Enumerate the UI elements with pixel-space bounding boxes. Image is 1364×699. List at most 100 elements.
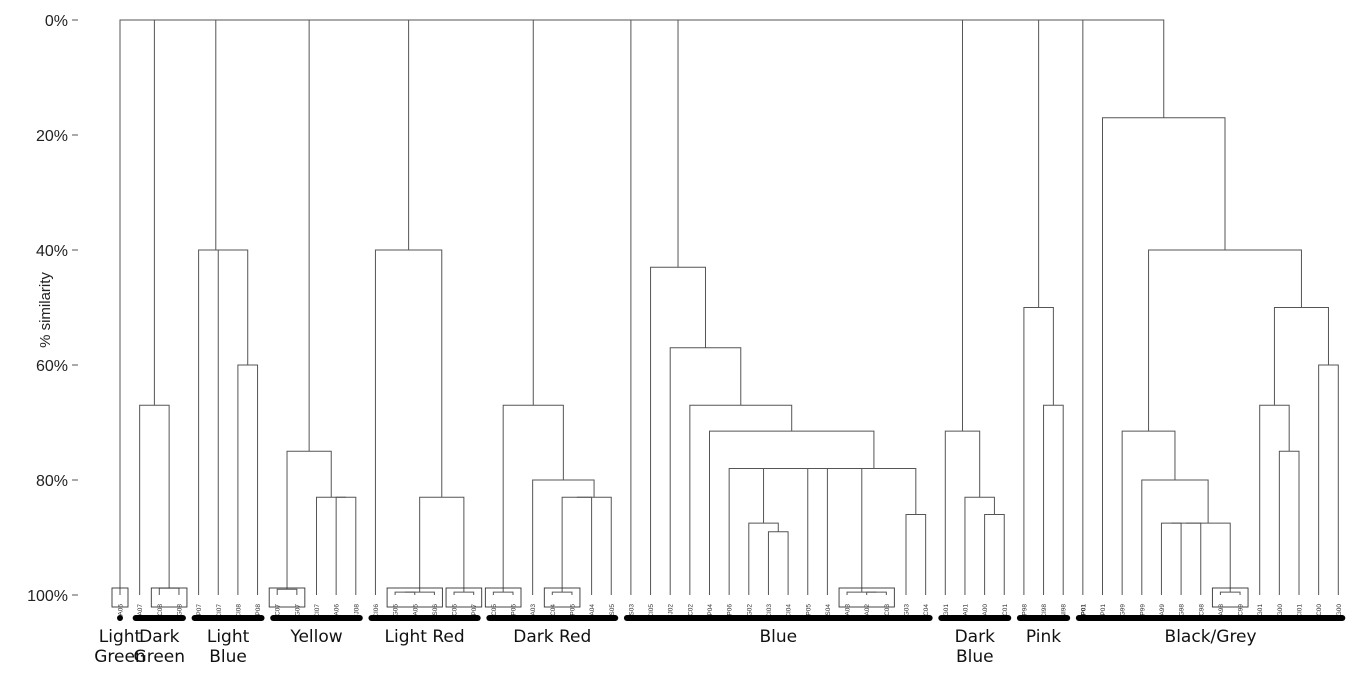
cluster-bar <box>368 615 481 621</box>
cluster-bar <box>486 615 619 621</box>
leaf-label: VA03 <box>845 604 852 620</box>
boxed-leaf-group <box>1211 587 1249 608</box>
leaf-label: NC07 <box>275 604 282 621</box>
leaf-label: TG98 <box>1179 604 1186 621</box>
leaf-label: NI98 <box>1061 604 1068 618</box>
leaf-label: AS04 <box>825 604 832 620</box>
dendrogram-branch <box>404 591 435 595</box>
dendrogram-branch <box>905 514 927 595</box>
leaf-label: EA06 <box>334 604 341 620</box>
leaf-label: EA03 <box>530 604 537 620</box>
cluster-name: Pink <box>1026 627 1061 647</box>
leaf-label: FP08 <box>255 604 262 620</box>
dendrogram-branch <box>408 19 686 250</box>
leaf-label: NC04 <box>550 604 557 621</box>
leaf-label: NC98 <box>1198 604 1205 621</box>
dendrogram-branch <box>802 468 863 593</box>
leaf-label: FP07 <box>196 604 203 620</box>
cluster-name: Light Red <box>385 627 465 647</box>
leaf-label: NC03 <box>884 604 891 621</box>
dendrogram-branch <box>1141 479 1209 595</box>
dendrogram-branch <box>1318 364 1339 595</box>
leaf-label: TG07 <box>294 604 301 621</box>
cluster-name: Dark Green <box>134 627 185 667</box>
boxed-leaf-group <box>484 587 522 608</box>
dendrogram-branch <box>158 587 180 595</box>
leaf-label: AS06 <box>432 604 439 620</box>
dendrogram-branch <box>551 591 573 595</box>
dendrogram-branch <box>832 468 917 515</box>
dendrogram-branch <box>630 19 679 595</box>
cluster-name: Dark Red <box>513 627 591 647</box>
dendrogram-branch <box>215 19 429 250</box>
leaf-label: FP04 <box>707 604 714 620</box>
leaf-label: EA04 <box>589 604 596 620</box>
boxed-leaf-group <box>268 587 306 608</box>
leaf-label: FJ08 <box>353 604 360 619</box>
leaf-label: FP07 <box>471 604 478 620</box>
dendrogram-branch <box>964 496 995 595</box>
dendrogram-branch <box>984 514 1005 595</box>
cluster-name: Yellow <box>289 627 342 647</box>
leaf-label: NC01 <box>1002 604 1009 621</box>
cluster-bar <box>132 615 186 621</box>
dendrogram-branch <box>1023 307 1054 595</box>
dendrogram-links <box>119 19 1339 595</box>
dendrogram-branch <box>153 19 322 406</box>
dendrogram-branch <box>767 531 789 595</box>
leaf-label: TG03 <box>904 604 911 621</box>
y-tick-label: 80% <box>36 473 68 490</box>
dendrogram-branch <box>669 347 742 595</box>
cluster-bar <box>270 615 363 621</box>
y-axis-label: % similarity <box>37 272 54 348</box>
leaf-label: NC02 <box>687 604 694 621</box>
leaf-label: FP01 <box>1080 604 1087 620</box>
dendrogram-branch <box>1148 249 1302 432</box>
dendrogram-branch <box>1278 450 1300 595</box>
dendrogram-branch <box>286 450 332 590</box>
dendrogram-branch <box>944 430 981 595</box>
boxed-leaf-group <box>386 587 443 608</box>
leaf-label: EA98 <box>1218 604 1225 620</box>
dendrogram-branch <box>453 591 475 595</box>
leaf-label: EA00 <box>982 604 989 620</box>
leaf-label: AS03 <box>628 604 635 620</box>
leaf-label: TG00 <box>1336 604 1343 621</box>
dendrogram-branch <box>689 404 793 595</box>
dendrogram-branch <box>237 364 259 595</box>
leaf-label: CI98 <box>1041 604 1048 618</box>
dendrogram-branch <box>748 522 779 595</box>
leaf-label: NC05 <box>491 604 498 621</box>
y-tick-label: 100% <box>27 588 68 605</box>
leaf-label: EA06 <box>118 604 125 620</box>
dendrogram-branch <box>728 468 765 595</box>
cluster-name: Dark Blue <box>955 627 995 667</box>
leaf-label: TG02 <box>746 604 753 621</box>
dendrogram-branch <box>119 19 239 595</box>
dendrogram-branch <box>374 249 443 595</box>
boxed-leaf-groups <box>111 587 1249 608</box>
y-tick-label: 40% <box>36 243 68 260</box>
leaf-label: CI07 <box>314 604 321 618</box>
dendrogram-branch <box>335 496 357 595</box>
dendrogram-branch <box>276 588 298 595</box>
leaf-label: EA05 <box>412 604 419 620</box>
leaf-label: FJ02 <box>668 604 675 619</box>
dendrogram-branch <box>1160 522 1182 595</box>
y-tick-label: 20% <box>36 128 68 145</box>
leaf-label: CI04 <box>786 604 793 618</box>
leaf-label: EA02 <box>864 604 871 620</box>
dendrogram-branch <box>846 591 877 595</box>
leaf-label: EA99 <box>1159 604 1166 620</box>
cluster-name: Blue <box>759 627 797 647</box>
leaf-label: CI06 <box>373 604 380 618</box>
dendrogram-branch <box>1082 19 1165 595</box>
leaf-label: NC99 <box>1238 604 1245 621</box>
dendrogram-branch <box>1186 522 1231 593</box>
leaf-label: NC04 <box>923 604 930 621</box>
leaf-label: CI05 <box>648 604 655 618</box>
cluster-bar <box>1016 615 1071 621</box>
dendrogram-branch <box>1121 430 1176 595</box>
boxed-leaf-group <box>445 587 483 608</box>
dendrogram-branch <box>316 496 346 595</box>
